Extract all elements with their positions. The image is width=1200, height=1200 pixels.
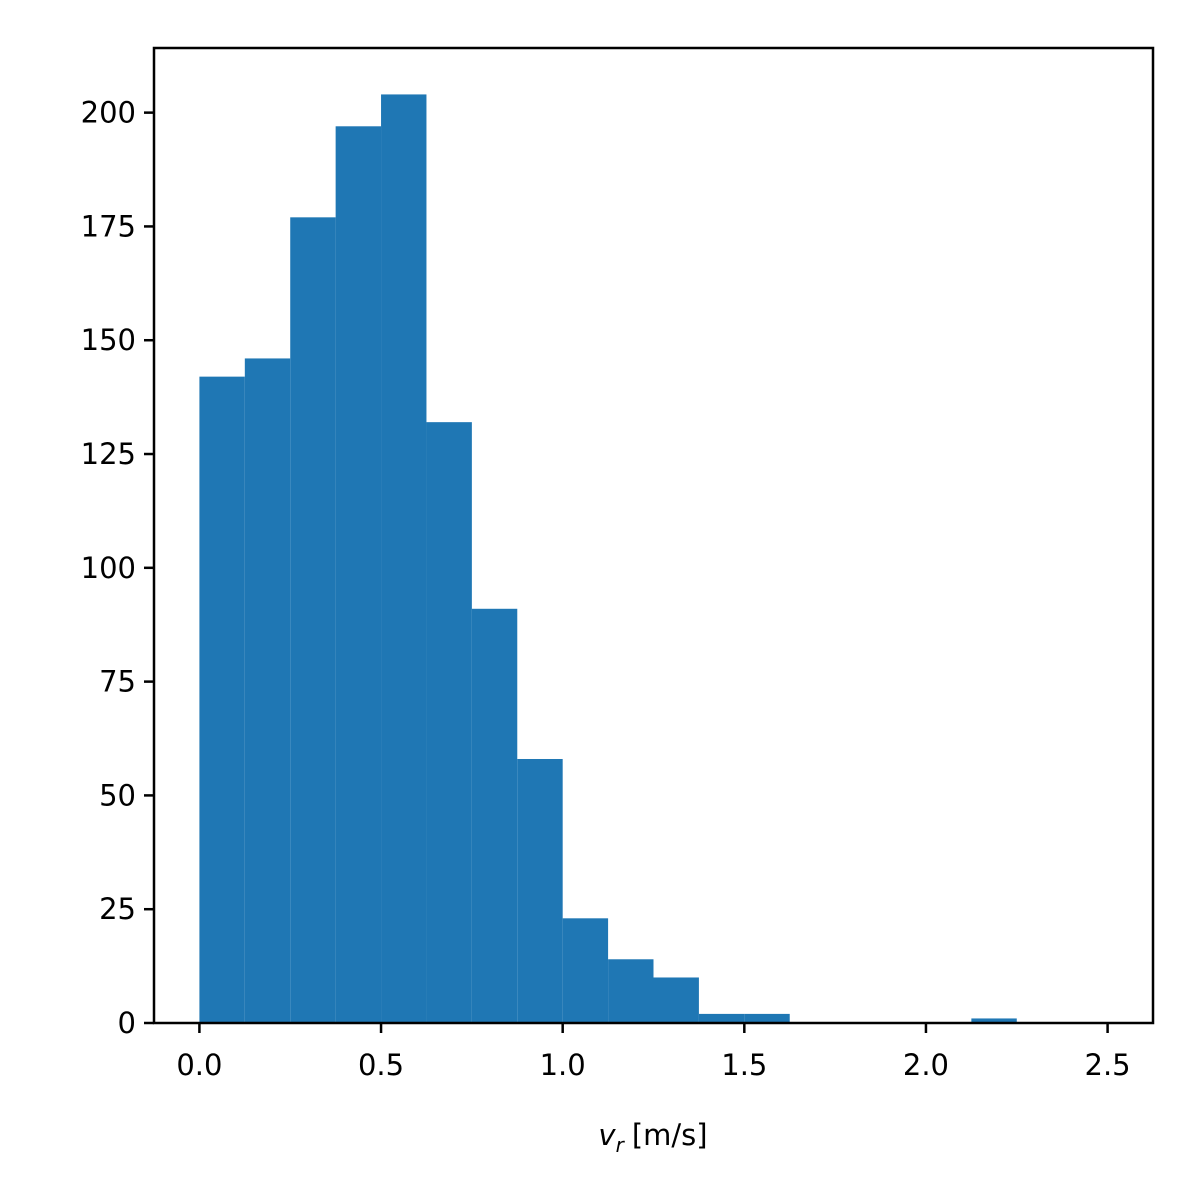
bar bbox=[199, 376, 245, 1023]
x-tick-label: 1.5 bbox=[721, 1048, 767, 1082]
y-tick-label: 150 bbox=[81, 323, 136, 357]
x-tick-label: 2.0 bbox=[903, 1048, 949, 1082]
y-tick-label: 200 bbox=[81, 96, 136, 130]
plot-frame bbox=[152, 46, 1155, 1025]
bar bbox=[608, 959, 654, 1023]
bar bbox=[244, 358, 291, 1023]
x-label-unit: [m/s] bbox=[632, 1118, 708, 1152]
y-tick-label: 0 bbox=[118, 1006, 136, 1040]
x-label-symbol: v bbox=[598, 1118, 616, 1152]
bar bbox=[698, 1013, 745, 1023]
y-tick-label: 75 bbox=[99, 665, 136, 699]
bar bbox=[744, 1013, 790, 1023]
x-tick-label: 1.0 bbox=[540, 1048, 586, 1082]
y-tick-label: 125 bbox=[81, 437, 136, 471]
y-tick-label: 175 bbox=[81, 209, 136, 243]
bar bbox=[562, 918, 609, 1023]
y-tick-label: 25 bbox=[99, 892, 136, 926]
bar bbox=[517, 758, 563, 1023]
x-label-subscript: r bbox=[616, 1133, 626, 1157]
bar bbox=[971, 1018, 1017, 1023]
bar bbox=[653, 977, 699, 1023]
bar bbox=[290, 217, 336, 1023]
y-tick-label: 100 bbox=[81, 551, 136, 585]
x-axis-label: vr [m/s] bbox=[598, 1118, 707, 1157]
x-tick-label: 2.5 bbox=[1085, 1048, 1131, 1082]
bar bbox=[335, 126, 382, 1023]
bar bbox=[381, 94, 427, 1023]
bar bbox=[426, 422, 472, 1023]
bar bbox=[471, 608, 518, 1023]
y-tick-label: 50 bbox=[99, 778, 136, 812]
x-tick-label: 0.0 bbox=[176, 1048, 222, 1082]
x-tick-label: 0.5 bbox=[358, 1048, 404, 1082]
